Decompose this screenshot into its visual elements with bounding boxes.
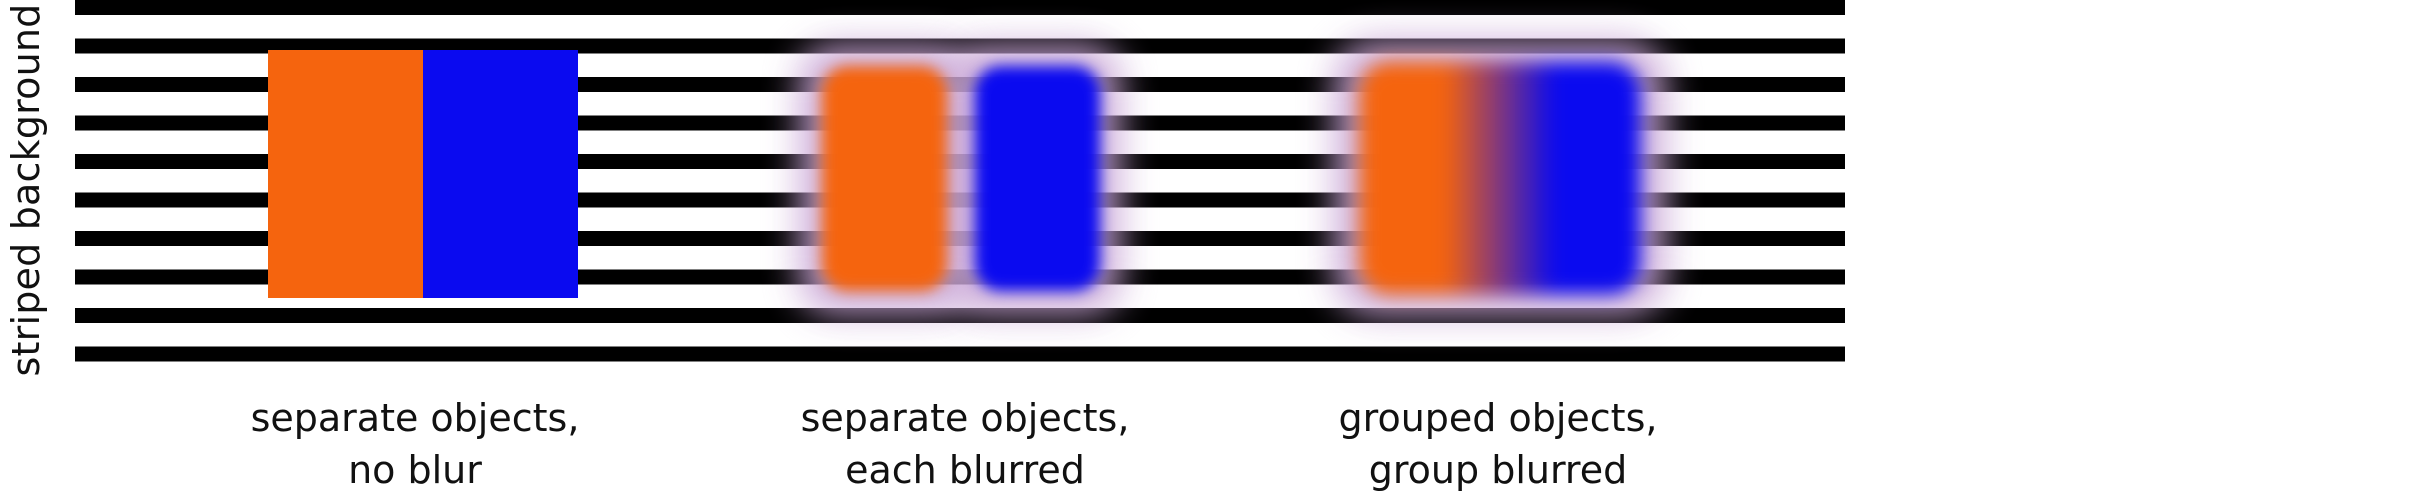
caption-panel-1-line-1: separate objects, <box>250 396 580 440</box>
grouped-rectangles-blurred <box>1360 62 1640 294</box>
striped-background-label: striped background <box>4 3 48 377</box>
caption-panel-1: separate objects, no blur <box>175 392 655 496</box>
blue-rectangle-no-blur <box>423 50 578 298</box>
caption-panel-2: separate objects, each blurred <box>725 392 1205 496</box>
orange-rectangle-blurred <box>822 66 947 291</box>
caption-panel-3-line-2: group blurred <box>1368 448 1628 492</box>
caption-panel-2-line-1: separate objects, <box>800 396 1130 440</box>
caption-panel-1-line-2: no blur <box>348 448 482 492</box>
orange-rectangle-no-blur <box>268 50 423 298</box>
caption-panel-2-line-2: each blurred <box>845 448 1085 492</box>
caption-panel-3-line-1: grouped objects, <box>1338 396 1658 440</box>
caption-panel-3: grouped objects, group blurred <box>1258 392 1738 496</box>
blue-rectangle-blurred <box>975 66 1100 291</box>
